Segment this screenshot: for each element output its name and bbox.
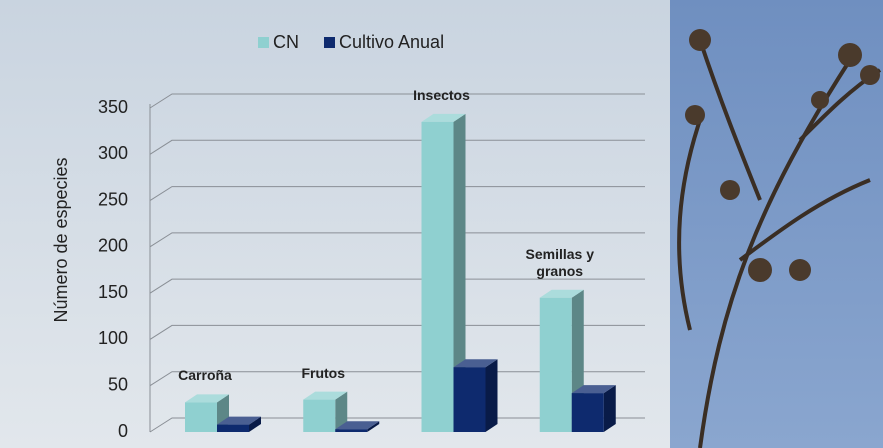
photo-sky: [670, 0, 883, 448]
bar-side: [453, 113, 466, 432]
bar: [421, 121, 454, 432]
y-tick-label: 300: [98, 143, 128, 163]
photo-seedheads: [685, 29, 880, 282]
bar-side: [335, 391, 348, 432]
y-tick-label: 200: [98, 236, 128, 256]
bar-side: [485, 359, 498, 432]
y-tick-label: 250: [98, 189, 128, 209]
legend-label: CN: [273, 32, 299, 52]
bar-side: [367, 421, 380, 432]
category-label: Carroña: [178, 367, 232, 384]
grid-line: [149, 139, 645, 155]
bar-top: [571, 385, 616, 394]
bar-top: [335, 421, 380, 430]
photo-plant: [677, 39, 882, 448]
y-tick-label: 50: [108, 374, 128, 394]
y-tick-label: 150: [98, 282, 128, 302]
bar-side: [249, 416, 261, 432]
legend-swatch: [258, 37, 269, 48]
bar-top: [421, 113, 466, 122]
grid-line: [149, 232, 645, 248]
grid-line: [149, 93, 645, 109]
bar: [217, 424, 249, 432]
y-tick-label: 350: [98, 97, 128, 117]
y-tick-label: 100: [98, 328, 128, 348]
bar: [303, 399, 336, 432]
bar: [453, 367, 486, 432]
legend-label: Cultivo Anual: [339, 32, 444, 52]
bar: [571, 393, 604, 432]
bar: [335, 429, 368, 432]
y-axis-label: Número de especies: [51, 157, 71, 322]
bar-top: [185, 394, 229, 403]
bar-side: [603, 385, 616, 432]
bar-top: [217, 416, 261, 425]
category-label: Semillas y granos: [525, 245, 595, 279]
legend-swatch: [324, 37, 335, 48]
y-tick-label: 0: [118, 421, 128, 441]
bar-top: [303, 391, 348, 400]
category-label: Frutos: [301, 364, 346, 381]
bar-top: [453, 359, 498, 368]
category-label: Insectos: [413, 86, 470, 103]
grid-line: [149, 186, 645, 201]
bar: [185, 402, 217, 432]
bar-top: [539, 289, 584, 298]
bar: [539, 297, 572, 432]
grid-line: [149, 278, 645, 294]
grid-line: [149, 324, 645, 340]
